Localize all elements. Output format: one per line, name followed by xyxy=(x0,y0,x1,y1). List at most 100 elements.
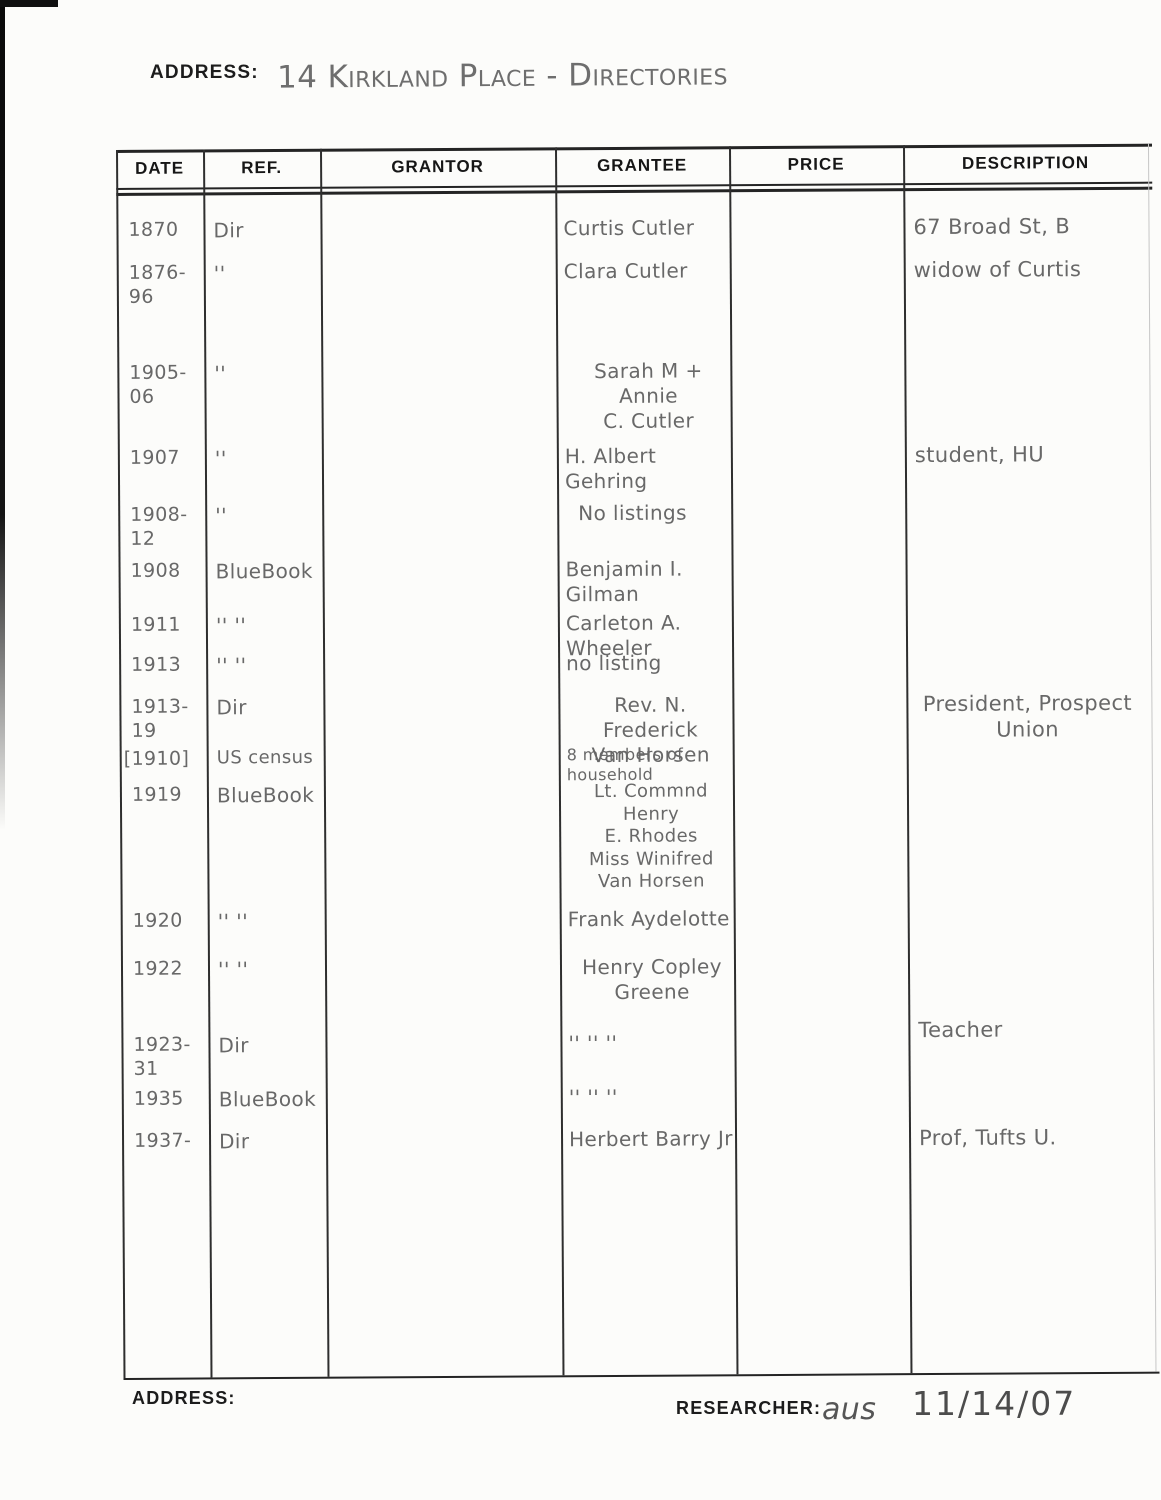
cell-price xyxy=(740,499,898,500)
cell-grantor xyxy=(335,955,550,956)
cell-ref: Dir xyxy=(218,1033,249,1058)
scan-artifact-top-edge xyxy=(0,0,58,7)
cell-grantor xyxy=(333,693,548,694)
cell-grantor xyxy=(336,1085,551,1086)
cell-date: 1870 xyxy=(128,218,179,241)
researcher-initials-handwritten: aus xyxy=(822,1392,877,1427)
cell-price xyxy=(740,555,898,556)
cell-price xyxy=(743,905,901,906)
table-row: 1920 '' '' Frank Aydelotte xyxy=(121,904,1157,933)
cell-ref: '' xyxy=(214,446,227,471)
cell-price xyxy=(742,779,900,780)
cell-ref: BlueBook xyxy=(218,1086,317,1112)
cell-price xyxy=(740,442,898,443)
cell-ref: '' xyxy=(215,503,228,528)
table-row: 1922 '' '' Henry Copley Greene xyxy=(121,952,1157,1004)
cell-date: 1876-96 xyxy=(128,261,187,308)
cell-grantee: No listings xyxy=(578,500,687,526)
cell-description xyxy=(918,904,1140,905)
cell-grantor xyxy=(336,1127,551,1128)
cell-price xyxy=(741,609,899,610)
cell-grantee: Henry Copley Greene xyxy=(582,954,722,1004)
table-row: 1937- Dir Herbert Barry Jr Prof, Tufts U… xyxy=(122,1124,1158,1153)
address-value-handwritten: 14 Kirkland Place - Directories xyxy=(277,56,729,96)
cell-price xyxy=(743,1029,901,1030)
cell-description: student, HU xyxy=(914,442,1045,468)
address-header: ADDRESS: 14 Kirkland Place - Directories xyxy=(150,56,729,96)
cell-grantee: H. Albert Gehring xyxy=(564,443,657,494)
cell-price xyxy=(739,257,897,258)
table-row: 1876-96 '' Clara Cutler widow of Curtis xyxy=(117,256,1153,308)
cell-grantor xyxy=(332,501,547,502)
cell-ref: US census xyxy=(216,746,314,769)
cell-grantee: '' '' '' xyxy=(568,1084,618,1110)
cell-description: Teacher xyxy=(918,1017,1003,1043)
cell-ref: BlueBook xyxy=(215,558,313,584)
cell-description xyxy=(914,356,1136,357)
cell-ref: '' '' xyxy=(217,909,249,934)
cell-grantor xyxy=(335,907,550,908)
cell-date: 1922 xyxy=(132,957,184,980)
column-header-description: DESCRIPTION xyxy=(961,153,1090,173)
cell-grantee: Lt. Commnd Henry E. Rhodes Miss Winifred… xyxy=(588,780,714,893)
cell-date: 1919 xyxy=(131,783,182,806)
table-body: 1870 Dir Curtis Cutler 67 Broad St, B 18… xyxy=(116,188,1159,1378)
cell-ref: '' '' xyxy=(216,653,247,678)
cell-description: President, Prospect Union xyxy=(922,690,1133,742)
cell-date: 1935 xyxy=(133,1087,184,1110)
researcher-date-handwritten: 11/14/07 xyxy=(912,1384,1077,1423)
cell-grantor xyxy=(331,359,546,360)
column-header-grantee: GRANTEE xyxy=(596,155,688,176)
cell-price xyxy=(741,691,899,692)
cell-ref: '' xyxy=(213,261,226,286)
cell-date: 1908-12 xyxy=(130,503,188,550)
cell-grantee: no listing xyxy=(566,650,662,676)
cell-ref: Dir xyxy=(213,218,244,243)
cell-grantee: Frank Aydelotte xyxy=(567,906,730,932)
cell-price xyxy=(744,1083,902,1084)
cell-grantee: Benjamin I. Gilman xyxy=(565,556,683,607)
cell-description xyxy=(919,1082,1141,1083)
footer-researcher-label: RESEARCHER: xyxy=(676,1398,822,1418)
cell-date: 1905-06 xyxy=(129,361,187,408)
cell-grantee: Clara Cutler xyxy=(563,258,688,284)
cell-price xyxy=(742,743,900,744)
cell-grantee: '' '' '' xyxy=(568,1030,618,1056)
cell-grantor xyxy=(332,444,547,445)
footer-address-label: ADDRESS: xyxy=(132,1388,236,1408)
cell-price xyxy=(738,214,896,215)
column-header-ref: REF. xyxy=(241,157,283,178)
cell-description xyxy=(917,778,1139,779)
cell-ref: '' '' xyxy=(215,613,247,638)
column-header-price: PRICE xyxy=(787,154,845,174)
cell-date: 1911 xyxy=(130,613,181,636)
cell-description: Prof, Tufts U. xyxy=(918,1125,1057,1151)
cell-description: 67 Broad St, B xyxy=(913,214,1071,240)
cell-grantor xyxy=(335,1031,550,1032)
table-row: 1908-12 '' No listings xyxy=(118,498,1154,550)
cell-price xyxy=(743,953,901,954)
table-top-rule xyxy=(116,143,1152,153)
cell-ref: Dir xyxy=(216,695,247,720)
cell-grantor xyxy=(333,651,548,652)
cell-grantee: Herbert Barry Jr xyxy=(568,1126,733,1152)
cell-grantor xyxy=(334,781,549,782)
cell-ref: '' '' xyxy=(217,957,249,982)
cell-date: 1913 xyxy=(131,653,182,676)
cell-grantor xyxy=(333,557,548,558)
cell-price xyxy=(739,357,897,358)
cell-grantee: Sarah M + Annie C. Cutler xyxy=(594,358,703,434)
cell-date: [1910] xyxy=(123,747,190,770)
address-label: ADDRESS: xyxy=(150,62,259,83)
table-row: 1923-31 Dir '' '' '' Teacher xyxy=(121,1018,1157,1080)
column-header-date: DATE xyxy=(135,158,185,178)
cell-description xyxy=(916,608,1138,609)
cell-date: 1913-19 xyxy=(131,695,189,742)
cell-description: widow of Curtis xyxy=(913,257,1082,283)
cell-description xyxy=(915,498,1137,499)
table-row: 1870 Dir Curtis Cutler 67 Broad St, B xyxy=(116,213,1152,242)
column-header-grantor: GRANTOR xyxy=(391,156,484,177)
cell-price xyxy=(741,649,899,650)
table-row: 1907 '' H. Albert Gehring student, HU xyxy=(118,441,1154,493)
